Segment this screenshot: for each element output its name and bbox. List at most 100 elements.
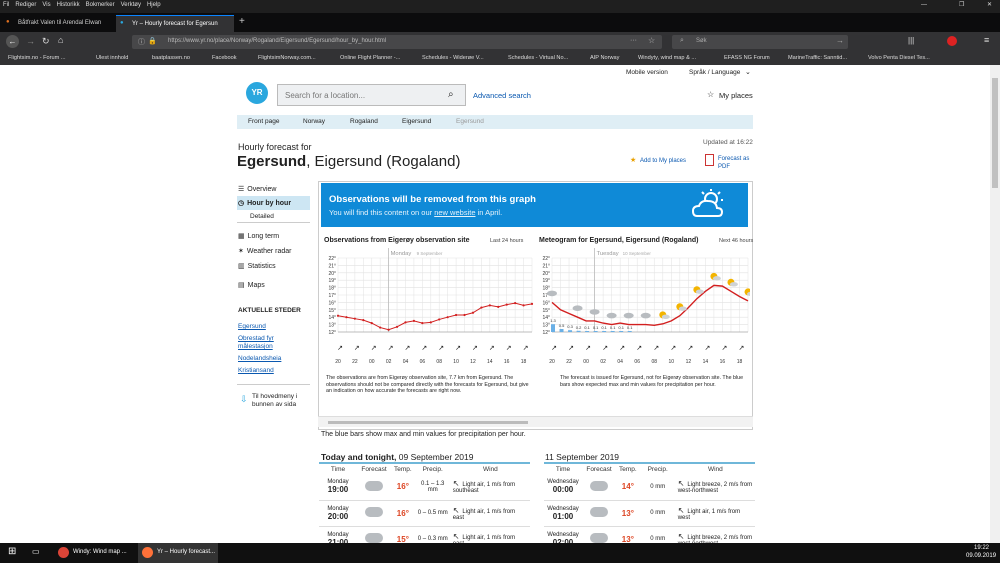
close-window-icon[interactable]: ✕ (987, 2, 993, 8)
sidebar-item-maps[interactable]: ▤ Maps (238, 282, 265, 289)
place-link[interactable]: Kristiansand (238, 367, 274, 374)
tab-favicon-icon: ● (6, 19, 10, 25)
precip-label: 0.1 (610, 325, 616, 330)
y-tick-label: 22° (542, 256, 550, 262)
add-to-my-places-link[interactable]: Add to My places (640, 158, 687, 164)
wind-arrow-icon: ↗ (371, 345, 377, 352)
menu-history[interactable]: Historikk (56, 2, 80, 8)
temperature-point (387, 328, 390, 331)
obs-chart-sub: Last 24 hours (490, 238, 524, 244)
row-time: 02:00 (552, 537, 574, 544)
menu-help[interactable]: Hjelp (146, 2, 161, 8)
sidebar-item-hour-by-hour[interactable]: ◷ Hour by hour (238, 200, 292, 207)
taskbar-app-yr[interactable]: Yr – Hourly forecast... (138, 543, 218, 563)
location-search-input[interactable]: Search for a location... ⌕ (277, 84, 466, 106)
row-precip: 0 mm (639, 500, 676, 527)
menu-tools[interactable]: Verktøy (120, 2, 141, 8)
bookmark-item[interactable]: Windyty, wind map & ... (638, 55, 697, 61)
taskbar-app-windy[interactable]: Windy: Wind map ... (54, 543, 134, 563)
tab-batfrakt[interactable]: ● Båtfrakt Valen til Arendal Elwan (6, 19, 102, 26)
place-link[interactable]: Nodelandsheia (238, 355, 282, 362)
page-scroll-thumb[interactable] (992, 78, 998, 188)
addon-icon[interactable] (947, 36, 957, 46)
bookmark-item[interactable]: Online Flight Planner -... (340, 55, 401, 61)
wind-arrow-icon: ↖ (452, 505, 460, 515)
bookmark-item[interactable]: Volvo Penta Diesel Tes... (868, 55, 930, 61)
breadcrumb-front-page[interactable]: Front page (248, 118, 280, 125)
chart-icon: ▥ (238, 263, 245, 270)
sidebar-item-weather-radar[interactable]: ✶ Weather radar (238, 248, 292, 255)
bookmark-item[interactable]: Ulest innhold (96, 55, 129, 61)
x-tick-label: 10 (453, 359, 459, 365)
bookmark-item[interactable]: Schedules - Virtual No... (508, 55, 569, 61)
bookmark-item[interactable]: baatplassen.no (152, 55, 190, 61)
row-day: Wednesday (547, 505, 579, 512)
bookmark-item[interactable]: Schedules - Widerøe V... (422, 55, 484, 61)
breadcrumb-rogaland[interactable]: Rogaland (350, 118, 378, 125)
bookmark-item[interactable]: Facebook (212, 55, 237, 61)
row-temp: 13° (616, 526, 640, 543)
wind-arrow-icon: ↗ (653, 345, 659, 352)
page-scrollbar[interactable] (990, 65, 1000, 543)
bookmark-item[interactable]: FlightsimNorway.com... (258, 55, 316, 61)
x-tick-label: 22 (566, 359, 572, 365)
bookmark-item[interactable]: MarineTraffic: Sanntid... (788, 55, 848, 61)
breadcrumb-eigersund[interactable]: Eigersund (402, 118, 432, 125)
place-link[interactable]: Obrestad fyr målestasjon (238, 335, 274, 350)
wind-arrow-icon: ↗ (472, 345, 478, 352)
language-selector[interactable]: Språk / Language (689, 69, 741, 76)
url-text: https://www.yr.no/place/Norway/Rogaland/… (168, 38, 387, 44)
breadcrumb (237, 115, 753, 129)
my-places-link[interactable]: My places (719, 91, 753, 100)
tab-yr[interactable]: ● Yr – Hourly forecast for Egersun (116, 15, 234, 32)
search-icon[interactable]: ⌕ (448, 89, 454, 100)
maximize-icon[interactable]: ❐ (959, 2, 965, 8)
yr-logo[interactable]: YR (246, 82, 268, 104)
x-tick-label: 08 (436, 359, 442, 365)
sidebar-item-long-term[interactable]: ▦ Long term (238, 233, 280, 240)
bookmark-item[interactable]: EFASS NG Forum (724, 55, 770, 61)
url-bar[interactable]: ⓘ 🔒 https://www.yr.no/place/Norway/Rogal… (132, 35, 662, 49)
library-icon[interactable]: ||| (908, 36, 915, 45)
scroll-thumb[interactable] (328, 421, 528, 424)
menu-edit[interactable]: Rediger (15, 2, 37, 8)
hamburger-menu-icon[interactable]: ≡ (984, 35, 990, 45)
sidebar-item-statistics[interactable]: ▥ Statistics (238, 263, 276, 270)
row-precip: 0 – 0.3 mm (414, 526, 451, 543)
new-website-link[interactable]: new website (434, 208, 476, 217)
sidebar-item-detailed[interactable]: Detailed (250, 213, 274, 220)
bookmark-item[interactable]: AIP Norway (590, 55, 620, 61)
sidebar-item-overview[interactable]: ☰ Overview (238, 186, 277, 193)
wind-arrow-icon: ↗ (568, 345, 574, 352)
reload-icon[interactable]: ↻ (42, 36, 50, 46)
bookmark-star-icon[interactable]: ☆ (648, 36, 656, 45)
mobile-version-link[interactable]: Mobile version (626, 69, 668, 76)
new-tab-icon[interactable]: + (239, 16, 245, 27)
wind-arrow-icon: ↗ (438, 345, 444, 352)
minimize-icon[interactable]: — (921, 2, 927, 8)
home-icon[interactable]: ⌂ (58, 35, 64, 45)
page-actions-icon[interactable]: ··· (630, 37, 637, 44)
breadcrumb-norway[interactable]: Norway (303, 118, 326, 125)
search-go-icon[interactable]: → (836, 36, 844, 45)
back-icon[interactable]: ← (6, 35, 19, 48)
horizontal-scrollbar[interactable] (318, 416, 753, 427)
windows-start-icon[interactable]: ⊞ (8, 546, 17, 557)
obs-chart-title: Observations from Eigerøy observation si… (324, 237, 470, 244)
task-view-icon[interactable]: ▭ (32, 547, 40, 556)
back-to-menu-link[interactable]: Til hovedmeny i bunnen av sida (252, 393, 298, 408)
place-link[interactable]: Egersund (238, 323, 266, 330)
advanced-search-link[interactable]: Advanced search (473, 91, 531, 100)
menu-view[interactable]: Vis (42, 2, 51, 8)
forecast-pdf-link[interactable]: Forecast as PDF (718, 156, 750, 170)
info-icon[interactable]: ⓘ (138, 39, 145, 46)
row-precip: 0 – 0.5 mm (414, 500, 451, 527)
row-wind: Light air, 1 m/s from west (677, 508, 741, 521)
lock-icon: 🔒 (148, 38, 157, 45)
menu-file[interactable]: Fil (3, 2, 10, 8)
bookmark-item[interactable]: Flightsim.no - Forum ... (8, 55, 66, 61)
y-tick-label: 16° (328, 300, 336, 306)
menu-bookmarks[interactable]: Bokmerker (85, 2, 115, 8)
browser-search[interactable]: ⌕ Søk → (672, 35, 848, 49)
forward-icon[interactable]: → (26, 36, 35, 46)
